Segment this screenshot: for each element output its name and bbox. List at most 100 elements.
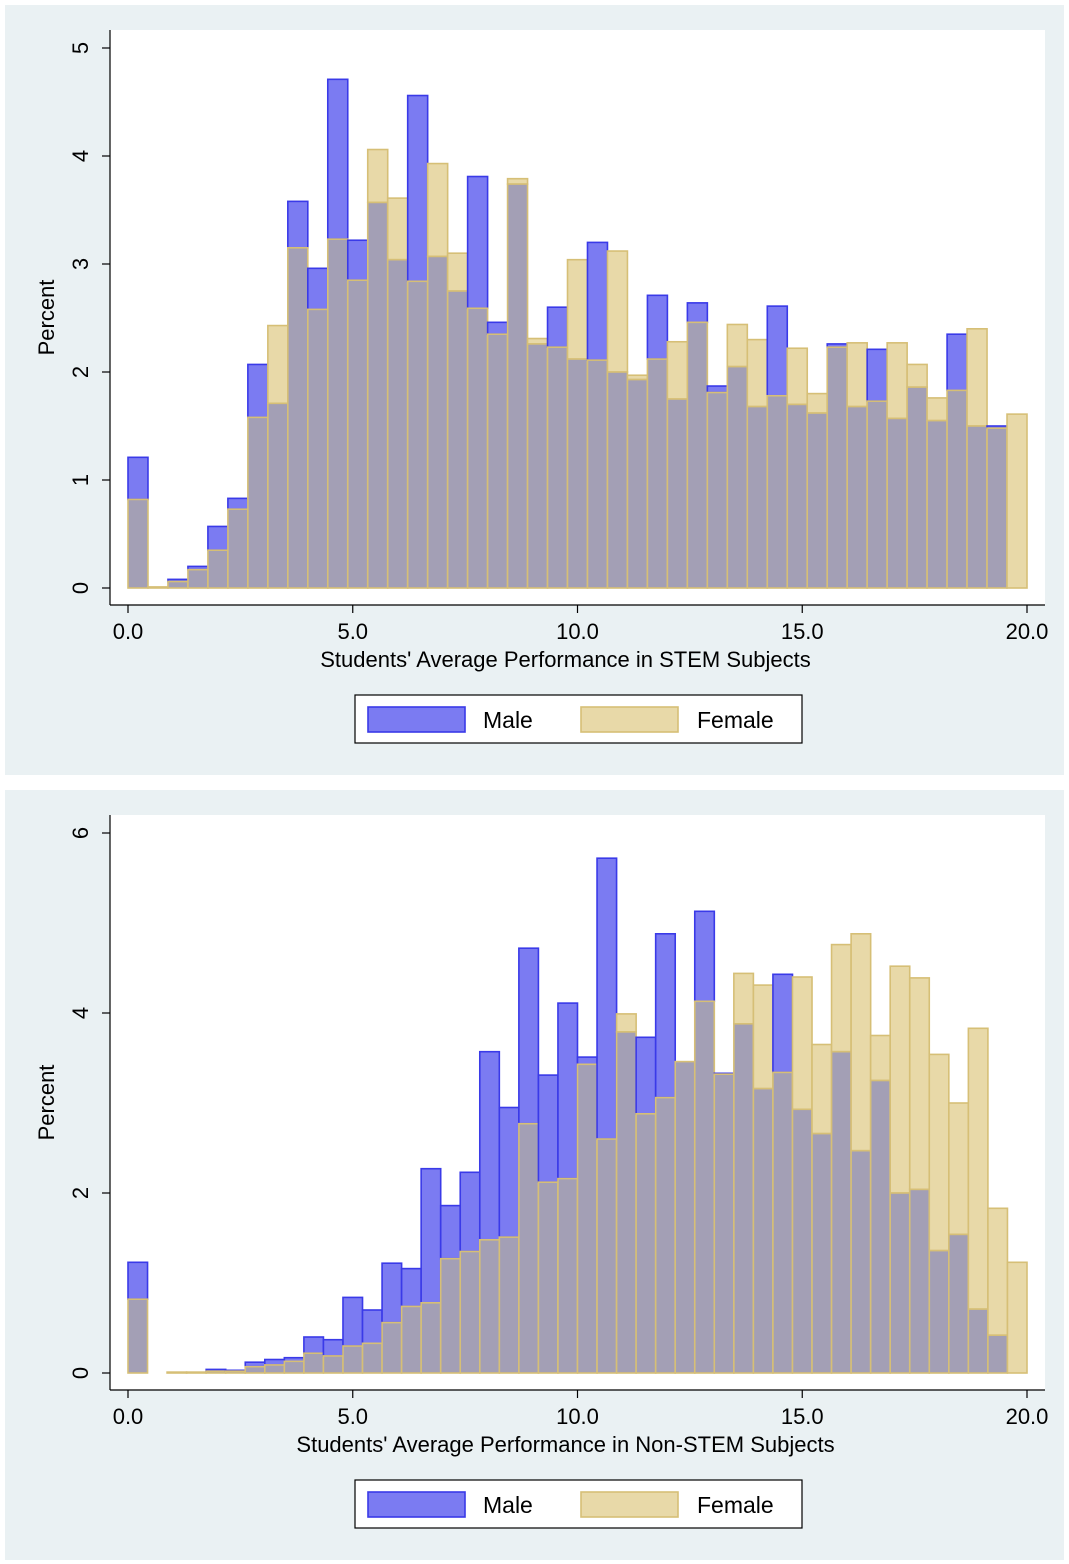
bar-male [406,94,429,283]
bar-overlap [706,391,729,589]
bar-male [127,1261,149,1300]
x-tick-label: 0.0 [113,1404,144,1429]
bar-overlap [766,394,789,589]
bar-overlap [557,1177,579,1374]
bar-female [506,177,529,185]
bar-female [908,977,931,1191]
bar-male [466,175,489,310]
bar-female [746,338,769,408]
bar-male [400,1267,422,1308]
bar-overlap [606,371,629,589]
bar-female [889,965,911,1194]
bar-female [906,363,928,388]
bar-overlap [752,1087,774,1374]
bar-overlap [247,416,269,589]
x-tick-label: 10.0 [556,619,599,644]
bar-male [306,267,329,311]
x-tick-label: 0.0 [113,619,144,644]
y-tick-label: 0 [68,582,93,594]
y-tick-label: 5 [68,42,93,54]
bar-overlap [546,346,569,589]
bar-overlap [386,258,409,589]
bar-overlap [518,1122,540,1374]
legend-label-male: Male [483,1492,533,1518]
bar-overlap [426,255,449,589]
bar-overlap [850,1149,872,1374]
bar-overlap [486,333,509,589]
y-tick-label: 3 [68,258,93,270]
bar-female [666,340,689,400]
bar-overlap [459,1250,481,1374]
bar-overlap [693,1000,716,1374]
bar-male [287,200,309,249]
bar-overlap [127,1298,149,1374]
bar-male [420,1167,442,1304]
x-tick-label: 15.0 [781,1404,824,1429]
bar-overlap [267,402,289,589]
bar-overlap [596,1138,618,1374]
bar-overlap [811,1132,833,1374]
y-tick-label: 2 [68,1187,93,1199]
bar-female [526,337,549,345]
bar-overlap [346,279,369,589]
bar-overlap [786,403,809,589]
bar-male [486,321,509,336]
bar-male [654,933,677,1099]
bar-overlap [478,1238,501,1374]
bar-overlap [886,417,908,589]
bar-female [566,258,589,360]
bar-overlap [826,346,849,589]
bar-overlap [342,1345,364,1374]
bar-overlap [498,1236,520,1374]
bar-overlap [322,1355,344,1374]
bar-male [459,1171,481,1253]
bar-overlap [566,358,589,589]
bar-overlap [772,1071,794,1374]
y-tick-label: 6 [68,827,93,839]
bar-female [426,162,449,258]
bar-overlap [928,1249,950,1374]
bar-overlap [946,389,968,589]
bar-overlap [654,1096,677,1374]
y-axis-title: Percent [34,1065,59,1141]
bar-female [846,342,868,408]
bar-male [322,1338,344,1357]
bar-male [207,525,229,552]
bar-male [227,497,249,510]
bar-female [966,327,988,427]
bar-male [498,1106,520,1238]
x-tick-label: 15.0 [781,619,824,644]
bar-male [686,302,709,324]
bar-overlap [635,1112,657,1374]
bar-overlap [166,1371,188,1374]
bar-male [646,294,669,360]
y-tick-label: 4 [68,1007,93,1019]
bar-overlap [244,1365,266,1374]
nonstem-chart-panel: 0 2 4 6 0.0 5.0 10.0 15.0 20.0 Students' Average … [5,790,1064,1560]
bar-male [537,1074,559,1184]
bar-female [850,933,872,1152]
bar-female [615,1013,637,1033]
legend-label-female: Female [697,707,774,733]
bar-overlap [283,1360,305,1374]
y-tick-label: 4 [68,150,93,162]
bar-overlap [726,365,749,589]
bar-female [928,1053,950,1252]
bar-overlap [906,386,928,589]
legend-swatch-male [367,1491,466,1518]
bar-female [926,397,948,422]
bar-overlap [167,580,189,589]
bar-overlap [361,1342,383,1374]
bar-overlap [185,1371,207,1374]
bar-overlap [987,1334,1009,1374]
bar-female [786,347,809,406]
bar-overlap [986,427,1008,589]
bar-overlap [446,290,469,589]
bar-overlap [526,343,549,589]
bar-overlap [406,280,429,589]
x-tick-label: 5.0 [337,619,368,644]
bar-overlap [381,1321,403,1374]
bar-overlap [264,1364,286,1374]
bar-male [264,1358,286,1366]
bar-female [967,1027,989,1310]
